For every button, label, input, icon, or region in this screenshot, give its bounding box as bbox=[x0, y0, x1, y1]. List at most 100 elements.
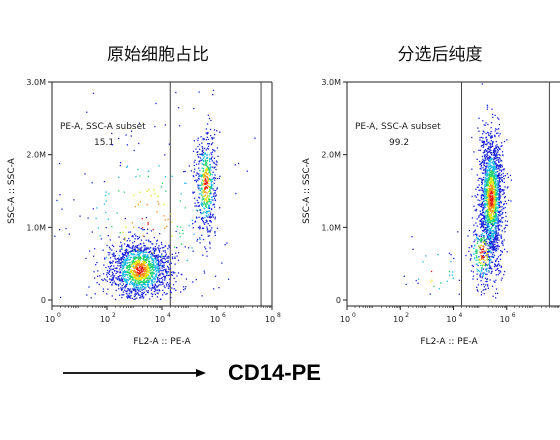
event-dot bbox=[206, 123, 209, 125]
event-dot bbox=[157, 267, 159, 269]
event-dot bbox=[417, 278, 420, 280]
event-dot bbox=[485, 288, 487, 290]
event-dot bbox=[207, 169, 209, 171]
event-dot bbox=[138, 226, 140, 229]
event-dot bbox=[206, 173, 208, 175]
event-dot bbox=[487, 169, 489, 171]
event-dot bbox=[138, 272, 140, 274]
event-dot bbox=[482, 251, 484, 254]
event-dot bbox=[152, 247, 154, 250]
event-dot bbox=[494, 193, 496, 195]
event-dot bbox=[142, 275, 144, 277]
event-dot bbox=[111, 253, 113, 255]
event-dot bbox=[125, 258, 128, 261]
event-dot bbox=[109, 281, 111, 283]
event-dot bbox=[496, 155, 498, 157]
event-dot bbox=[506, 220, 509, 223]
event-dot bbox=[108, 273, 111, 276]
event-dot bbox=[214, 199, 216, 201]
event-dot bbox=[145, 260, 147, 262]
event-dot bbox=[147, 273, 150, 275]
event-dot bbox=[481, 229, 484, 232]
event-dot bbox=[213, 137, 215, 139]
event-dot bbox=[489, 179, 491, 181]
event-dot bbox=[496, 190, 498, 192]
event-dot bbox=[497, 183, 500, 185]
event-dot bbox=[481, 225, 483, 228]
event-dot bbox=[174, 263, 176, 265]
event-dot bbox=[106, 272, 108, 274]
event-dot bbox=[501, 176, 503, 179]
event-dot bbox=[206, 161, 208, 164]
event-dot bbox=[166, 225, 168, 228]
event-dot bbox=[167, 265, 169, 267]
event-dot bbox=[148, 280, 150, 282]
event-dot bbox=[487, 229, 489, 231]
event-dot bbox=[500, 170, 503, 172]
event-dot bbox=[490, 189, 492, 191]
event-dot bbox=[494, 186, 497, 188]
event-dot bbox=[139, 280, 141, 282]
event-dot bbox=[133, 298, 135, 300]
event-dot bbox=[206, 147, 209, 149]
event-dot bbox=[120, 279, 122, 281]
event-dot bbox=[112, 277, 115, 279]
event-dot bbox=[206, 229, 209, 231]
event-dot bbox=[120, 288, 122, 290]
event-dot bbox=[501, 230, 503, 232]
event-dot bbox=[136, 271, 138, 273]
event-dot bbox=[206, 250, 208, 253]
event-dot bbox=[473, 247, 475, 249]
event-dot bbox=[126, 257, 128, 259]
event-dot bbox=[194, 220, 197, 222]
event-dot bbox=[479, 210, 481, 212]
event-dot bbox=[134, 279, 136, 282]
event-dot bbox=[157, 260, 160, 262]
event-dot bbox=[207, 231, 209, 233]
event-dot bbox=[497, 256, 500, 258]
event-dot bbox=[142, 287, 144, 289]
event-dot bbox=[214, 177, 216, 179]
event-dot bbox=[182, 229, 184, 231]
event-dot bbox=[476, 257, 478, 259]
event-dot bbox=[139, 175, 141, 177]
event-dot bbox=[109, 267, 111, 270]
event-dot bbox=[493, 189, 495, 191]
event-dot bbox=[117, 276, 119, 278]
event-dot bbox=[495, 238, 497, 240]
event-dot bbox=[493, 212, 495, 214]
event-dot bbox=[498, 211, 500, 213]
event-dot bbox=[495, 166, 497, 168]
event-dot bbox=[206, 255, 208, 257]
event-dot bbox=[116, 270, 118, 272]
event-dot bbox=[209, 167, 211, 169]
event-dot bbox=[204, 179, 206, 181]
event-dot bbox=[476, 218, 478, 220]
event-dot bbox=[176, 247, 178, 249]
event-dot bbox=[205, 183, 208, 185]
event-dot bbox=[170, 271, 173, 273]
event-dot bbox=[469, 259, 471, 261]
event-dot bbox=[478, 215, 480, 217]
event-dot bbox=[164, 227, 166, 229]
event-dot bbox=[487, 174, 489, 176]
event-dot bbox=[204, 183, 207, 185]
event-dot bbox=[496, 220, 498, 222]
event-dot bbox=[129, 264, 131, 266]
event-dot bbox=[166, 270, 168, 273]
event-dot bbox=[488, 225, 490, 228]
event-dot bbox=[483, 228, 485, 230]
event-dot bbox=[488, 205, 490, 207]
event-dot bbox=[119, 272, 121, 274]
event-dot bbox=[207, 179, 209, 181]
event-dot bbox=[119, 283, 121, 285]
event-dot bbox=[104, 194, 107, 197]
event-dot bbox=[146, 265, 148, 268]
event-dot bbox=[152, 278, 154, 280]
event-dot bbox=[201, 163, 203, 165]
event-dot bbox=[152, 259, 155, 261]
event-dot bbox=[149, 287, 151, 289]
event-dot bbox=[484, 220, 487, 222]
event-dot bbox=[61, 208, 63, 210]
event-dot bbox=[124, 280, 126, 282]
